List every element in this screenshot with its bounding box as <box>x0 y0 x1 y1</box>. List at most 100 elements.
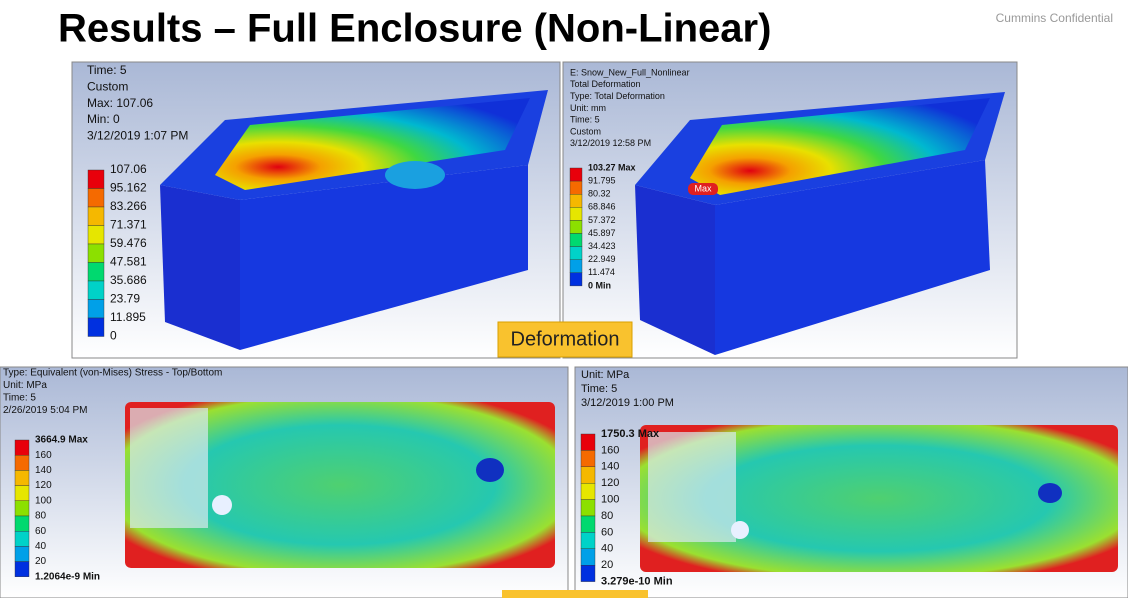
legend-swatch <box>14 485 30 502</box>
info-line: Unit: MPa <box>3 380 47 391</box>
legend-label: 140 <box>35 465 52 476</box>
info-line: Total Deformation <box>570 79 641 89</box>
legend-swatch <box>87 225 105 245</box>
legend-label: 0 <box>110 329 117 343</box>
legend-label: 3.279e-10 Min <box>601 576 673 588</box>
legend-label: 11.895 <box>110 310 146 324</box>
legend-label: 100 <box>601 494 619 506</box>
legend-swatch <box>87 188 105 208</box>
info-line: 3/12/2019 1:00 PM <box>581 397 674 409</box>
panel-3 <box>0 366 569 598</box>
legend-swatch <box>580 450 596 467</box>
section-label: Deformation <box>511 328 620 350</box>
legend-label: 68.846 <box>588 202 616 212</box>
legend-swatch <box>87 299 105 319</box>
info-line: Time: 5 <box>570 115 600 125</box>
legend-swatch <box>569 207 583 221</box>
section-label-box <box>502 590 648 598</box>
legend-swatch <box>14 531 30 547</box>
legend-label: 3664.9 Max <box>35 435 88 446</box>
panel-1 <box>71 61 561 359</box>
legend-label: 140 <box>601 461 619 473</box>
legend-label: 1.2064e-9 Min <box>35 571 100 582</box>
legend-swatch <box>14 561 30 577</box>
info-line: Custom <box>570 126 601 136</box>
legend-swatch <box>580 565 596 582</box>
info-line: Unit: mm <box>570 103 606 113</box>
legend-label: 57.372 <box>588 215 616 225</box>
legend-label: 120 <box>601 477 619 489</box>
panel-4 <box>574 366 1128 598</box>
info-line: E: Snow_New_Full_Nonlinear <box>570 67 690 77</box>
info-line: Type: Total Deformation <box>570 91 665 101</box>
legend-swatch <box>87 169 105 189</box>
legend-swatch <box>580 532 596 550</box>
legend-label: 40 <box>601 543 613 555</box>
legend-label: 40 <box>35 541 47 552</box>
legend-label: 60 <box>35 526 47 537</box>
legend-label: 80 <box>35 511 47 522</box>
legend-label: 60 <box>601 526 613 538</box>
info-line: Time: 5 <box>3 393 36 404</box>
legend-label: 47.581 <box>110 255 147 269</box>
legend-swatch <box>580 515 596 533</box>
legend-label: 100 <box>35 495 52 506</box>
legend-label: 59.476 <box>110 236 147 250</box>
legend-swatch <box>87 317 105 337</box>
legend-swatch <box>580 483 596 500</box>
legend-swatch <box>580 548 596 566</box>
legend-label: 160 <box>35 450 52 461</box>
legend-swatch <box>14 439 30 456</box>
legend-swatch <box>569 233 583 247</box>
legend-swatch <box>14 515 30 532</box>
legend-swatch <box>569 180 583 195</box>
panel-2 <box>562 61 1018 359</box>
legend-swatch <box>580 499 596 517</box>
legend-swatch <box>14 455 30 471</box>
legend-swatch <box>569 259 583 274</box>
legend-label: 103.27 Max <box>588 162 636 172</box>
legend-swatch <box>14 470 30 486</box>
info-line: Type: Equivalent (von-Mises) Stress - To… <box>3 368 222 379</box>
legend-swatch <box>569 193 583 208</box>
info-line: Time: 5 <box>581 383 617 395</box>
legend-label: 0 Min <box>588 280 611 290</box>
info-line: Min: 0 <box>87 112 120 126</box>
info-line: Max: 107.06 <box>87 96 153 110</box>
max-marker: Max <box>694 183 712 193</box>
info-line: 3/12/2019 1:07 PM <box>87 128 188 142</box>
legend-label: 71.371 <box>110 218 147 232</box>
section-label-box <box>497 321 633 358</box>
legend-swatch <box>569 220 583 234</box>
legend-swatch <box>569 167 583 182</box>
legend-label: 22.949 <box>588 254 616 264</box>
legend-swatch <box>14 500 30 517</box>
legend-label: 20 <box>601 559 613 571</box>
legend-swatch <box>87 262 105 282</box>
legend-swatch <box>580 433 596 451</box>
legend-label: 91.795 <box>588 175 616 185</box>
legend-swatch <box>569 246 583 260</box>
legend-label: 120 <box>35 480 52 491</box>
legend-label: 80.32 <box>588 189 611 199</box>
legend-label: 83.266 <box>110 199 147 213</box>
legend-swatch <box>14 546 30 562</box>
legend-label: 35.686 <box>110 273 147 287</box>
legend-label: 20 <box>35 556 47 567</box>
legend-label: 1750.3 Max <box>601 428 660 440</box>
legend-label: 45.897 <box>588 228 616 238</box>
legend-swatch <box>87 206 105 226</box>
legend-label: 95.162 <box>110 181 147 195</box>
legend-swatch <box>569 272 583 287</box>
legend-swatch <box>87 280 105 300</box>
slide-title: Results – Full Enclosure (Non-Linear) <box>58 7 771 51</box>
legend-label: 107.06 <box>110 162 147 176</box>
info-line: Custom <box>87 79 128 93</box>
info-line: 2/26/2019 5:04 PM <box>3 405 88 416</box>
info-line: Time: 5 <box>87 63 127 77</box>
legend-label: 80 <box>601 510 613 522</box>
legend-label: 23.79 <box>110 292 140 306</box>
legend-label: 34.423 <box>588 241 616 251</box>
info-line: Unit: MPa <box>581 369 630 381</box>
